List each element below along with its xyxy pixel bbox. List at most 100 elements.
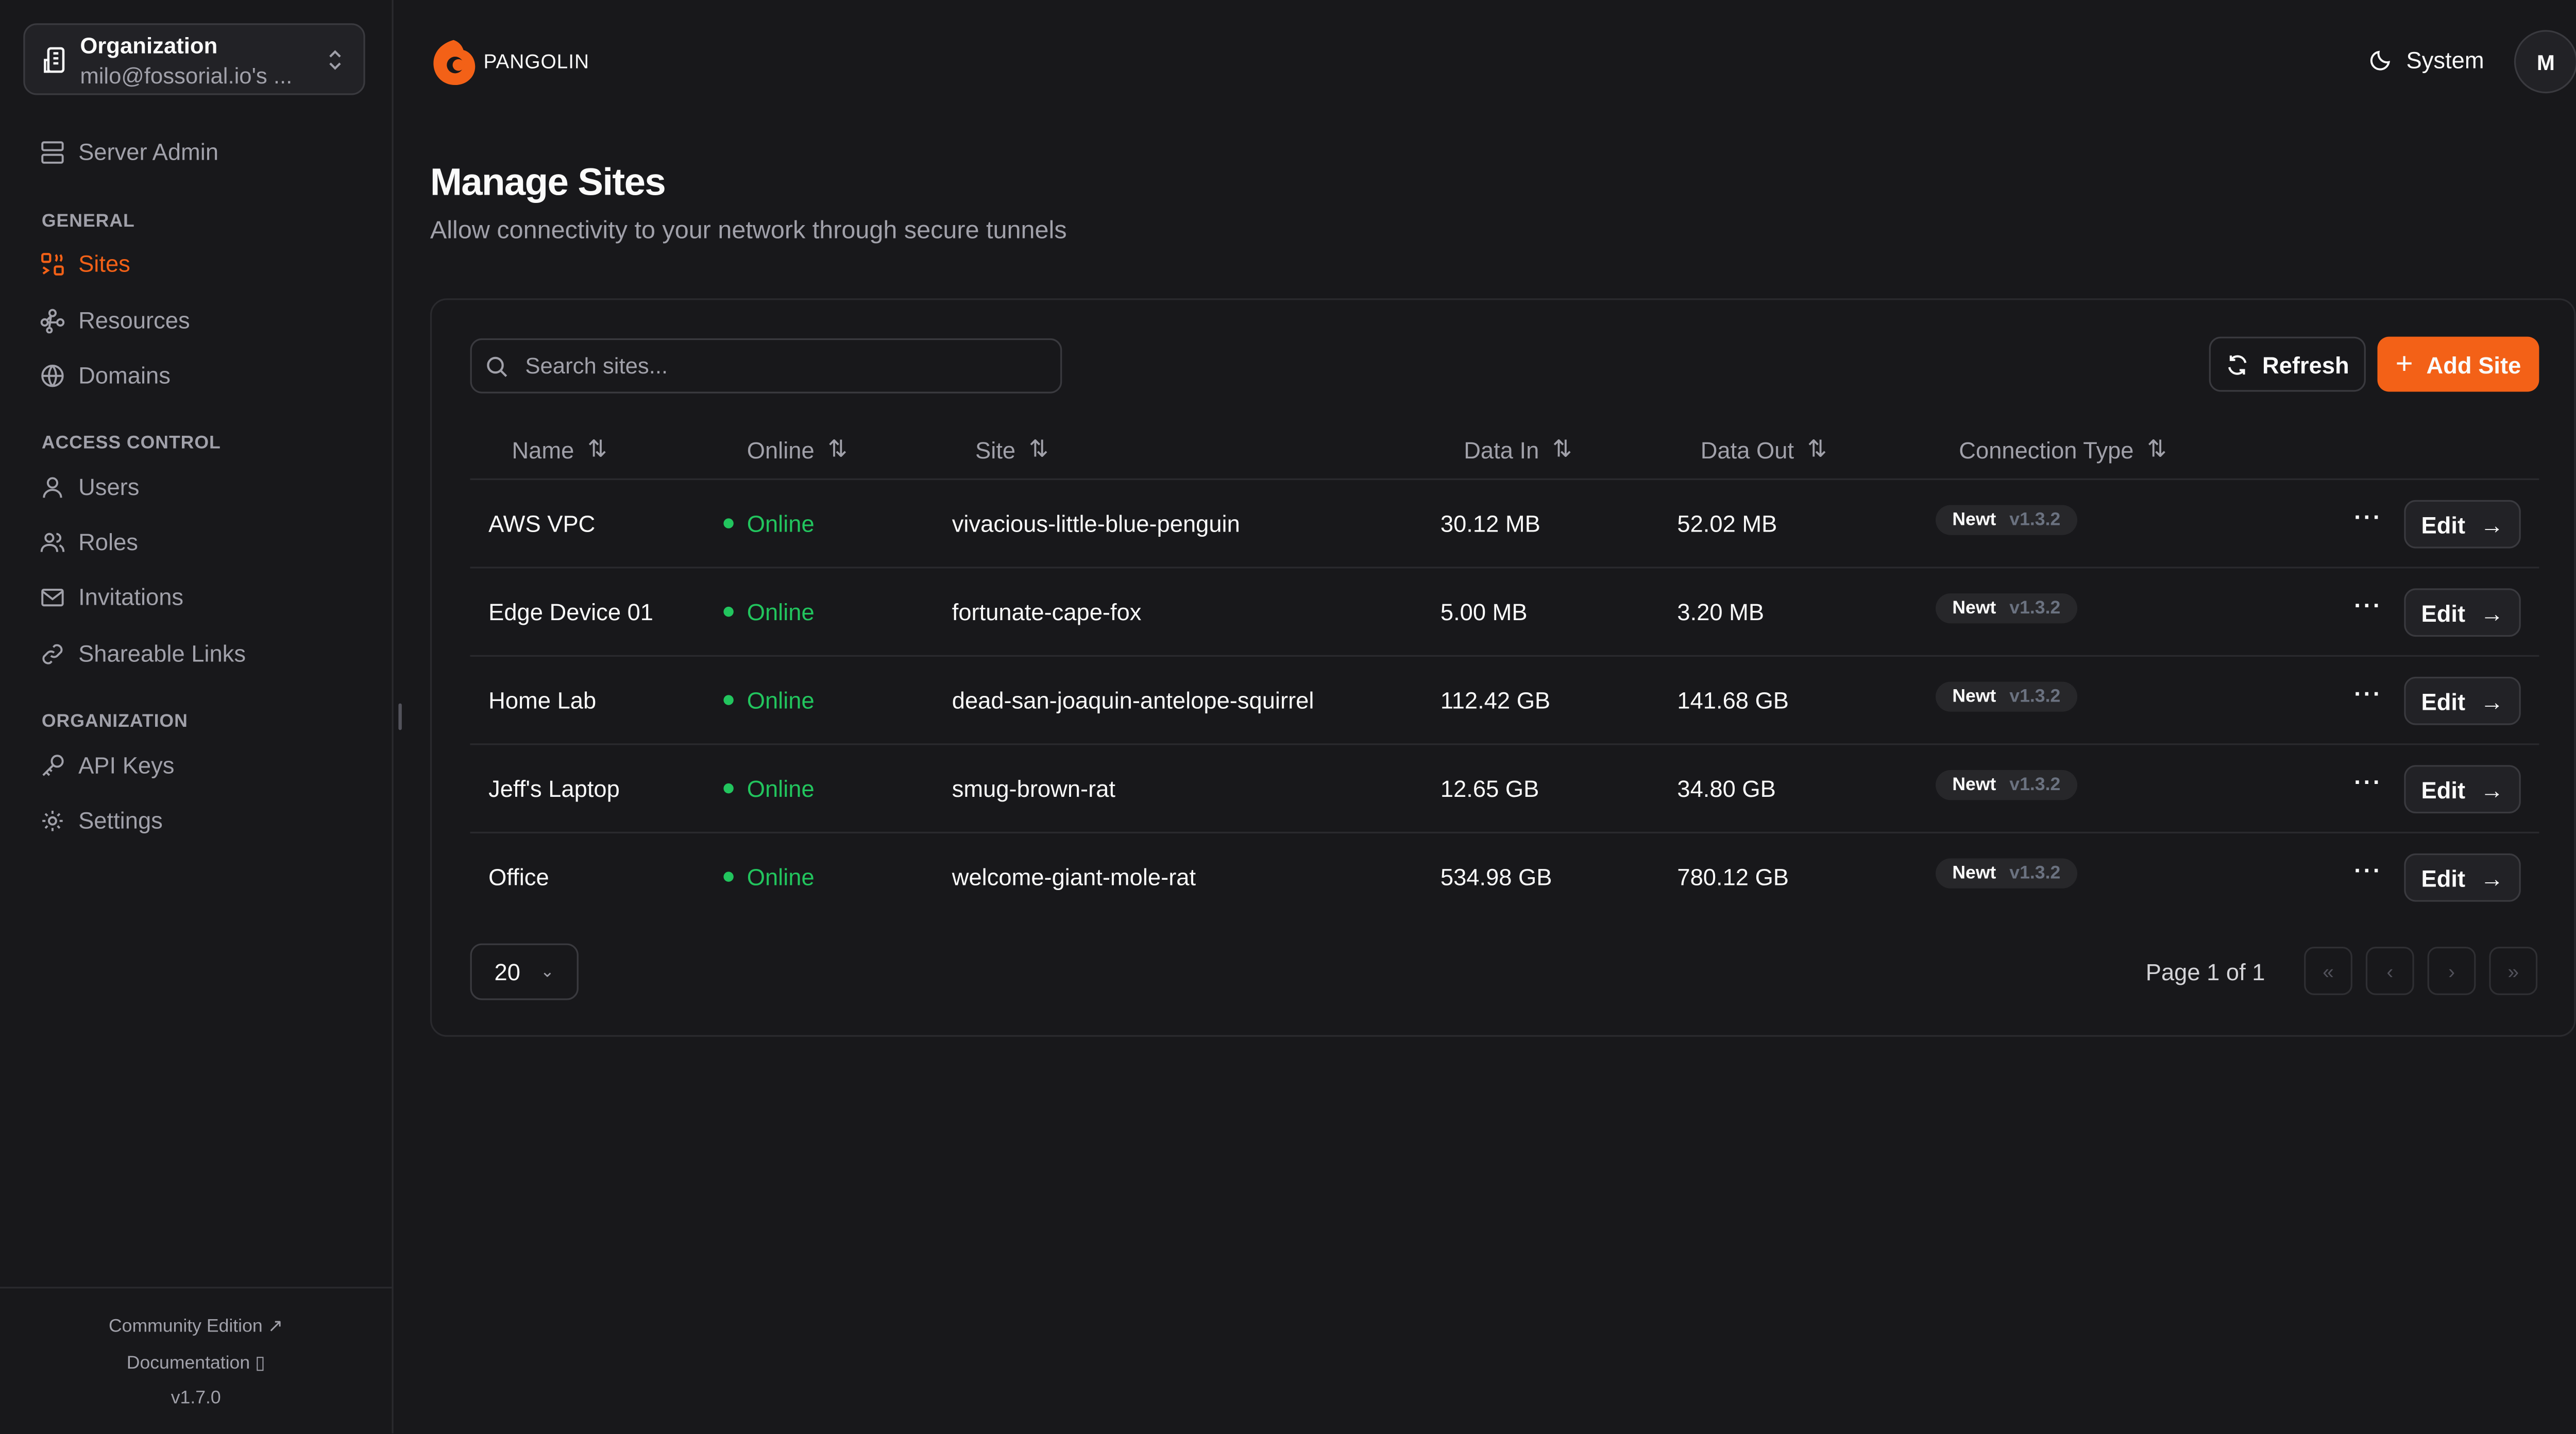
sidebar-item-roles[interactable]: Roles <box>40 528 138 555</box>
arrow-right-icon: → <box>2480 510 2504 538</box>
column-header-data-in[interactable]: Data In ⇅ <box>1464 435 1572 464</box>
chevrons-right-icon: » <box>2507 959 2519 983</box>
resources-icon <box>40 308 65 333</box>
sort-icon: ⇅ <box>2147 435 2167 462</box>
table-row: Home Lab Online dead-san-joaquin-antelop… <box>470 657 2539 743</box>
last-page-button[interactable]: » <box>2489 947 2538 995</box>
row-divider <box>470 831 2539 833</box>
edit-button[interactable]: Edit → <box>2404 765 2521 814</box>
sidebar-item-users[interactable]: Users <box>40 473 139 500</box>
connection-type: Newt <box>1952 687 1996 707</box>
chevrons-left-icon: « <box>2323 959 2334 983</box>
section-access-control: ACCESS CONTROL <box>41 433 221 454</box>
sites-icon <box>41 252 64 275</box>
sidebar-resize-handle[interactable] <box>398 703 402 730</box>
connection-type: Newt <box>1952 863 1996 884</box>
online-status: Online <box>723 599 815 625</box>
sidebar-item-label: Server Admin <box>78 138 219 165</box>
data-out: 52.02 MB <box>1677 510 1777 537</box>
status-dot <box>723 519 734 529</box>
key-icon <box>42 754 64 775</box>
edit-label: Edit <box>2421 864 2466 891</box>
arrow-right-icon: → <box>2480 687 2504 714</box>
sort-icon: ⇅ <box>587 435 607 462</box>
connection-version: v1.3.2 <box>2009 510 2061 531</box>
edit-label: Edit <box>2421 776 2466 803</box>
column-header-data-out[interactable]: Data Out ⇅ <box>1701 435 1827 464</box>
add-site-button[interactable]: + Add Site <box>2377 336 2539 392</box>
sidebar-item-domains[interactable]: Domains <box>40 362 171 388</box>
site-identifier: welcome-giant-mole-rat <box>952 863 1196 891</box>
page-size-select[interactable]: 20 ⌄ <box>470 943 579 1000</box>
more-actions-button[interactable]: ··· <box>2354 503 2383 531</box>
page-subtitle: Allow connectivity to your network throu… <box>430 216 1067 245</box>
online-status: Online <box>723 775 815 802</box>
column-header-site[interactable]: Site ⇅ <box>975 435 1048 464</box>
sidebar-item-label: Resources <box>78 306 190 334</box>
status-dot <box>723 783 734 794</box>
more-actions-button[interactable]: ··· <box>2354 857 2383 884</box>
more-actions-button[interactable]: ··· <box>2354 680 2383 707</box>
status-label: Online <box>747 687 815 714</box>
page-info: Page 1 of 1 <box>2145 958 2265 985</box>
row-divider <box>470 478 2539 480</box>
sidebar-footer: Community Edition ↗ Documentation ▯ v1.7… <box>0 1287 392 1434</box>
column-label: Online <box>747 436 815 463</box>
refresh-button[interactable]: Refresh <box>2209 336 2366 392</box>
column-header-online[interactable]: Online ⇅ <box>747 435 848 464</box>
data-out: 34.80 GB <box>1677 775 1776 802</box>
edit-button[interactable]: Edit → <box>2404 676 2521 725</box>
sidebar-item-settings[interactable]: Settings <box>40 807 163 833</box>
connection-type-badge: Newt v1.3.2 <box>1935 593 2077 624</box>
prev-page-button[interactable]: ‹ <box>2365 947 2414 995</box>
users-icon <box>40 532 65 552</box>
more-actions-button[interactable]: ··· <box>2354 591 2383 619</box>
sidebar-item-invitations[interactable]: Invitations <box>40 584 183 610</box>
edit-label: Edit <box>2421 599 2466 626</box>
more-actions-button[interactable]: ··· <box>2354 768 2383 795</box>
plus-icon: + <box>2395 347 2413 380</box>
next-page-button[interactable]: › <box>2427 947 2476 995</box>
logo[interactable]: PANGOLIN <box>430 37 589 87</box>
search-input[interactable] <box>521 351 1029 380</box>
org-switcher[interactable]: Organization milo@fossorial.io's ... <box>23 23 365 95</box>
theme-toggle[interactable]: System <box>2369 46 2484 74</box>
site-name: Edge Device 01 <box>488 598 654 625</box>
edit-button[interactable]: Edit → <box>2404 588 2521 637</box>
sidebar-item-server-admin[interactable]: Server Admin <box>40 139 218 165</box>
sort-icon: ⇅ <box>1552 435 1572 462</box>
sidebar-item-resources[interactable]: Resources <box>40 306 190 333</box>
table-row: AWS VPC Online vivacious-little-blue-pen… <box>470 480 2539 567</box>
book-icon: ▯ <box>255 1353 265 1374</box>
documentation-link[interactable]: Documentation ▯ <box>0 1352 392 1374</box>
brand-name: PANGOLIN <box>483 50 590 74</box>
community-edition-link[interactable]: Community Edition ↗ <box>0 1315 392 1337</box>
status-dot <box>723 607 734 618</box>
edition-label: Community Edition <box>108 1317 263 1337</box>
sort-icon: ⇅ <box>827 435 848 462</box>
sidebar: Organization milo@fossorial.io's ... Ser… <box>0 0 394 1433</box>
theme-label: System <box>2406 46 2484 74</box>
column-header-name[interactable]: Name ⇅ <box>512 435 607 464</box>
edit-button[interactable]: Edit → <box>2404 853 2521 902</box>
sidebar-item-label: Invitations <box>78 583 184 610</box>
moon-icon <box>2370 50 2391 71</box>
add-site-label: Add Site <box>2426 351 2521 378</box>
column-label: Site <box>975 436 1016 463</box>
avatar[interactable]: M <box>2514 30 2576 94</box>
status-label: Online <box>747 510 815 537</box>
sidebar-item-api-keys[interactable]: API Keys <box>40 752 174 778</box>
main: PANGOLIN System M Manage Sites Allow con… <box>394 0 2576 1433</box>
data-in: 5.00 MB <box>1440 598 1528 625</box>
edit-button[interactable]: Edit → <box>2404 500 2521 549</box>
first-page-button[interactable]: « <box>2304 947 2352 995</box>
column-header-connection-type[interactable]: Connection Type ⇅ <box>1959 435 2166 464</box>
connection-type-badge: Newt v1.3.2 <box>1935 858 2077 889</box>
sidebar-item-sites[interactable]: Sites <box>40 250 130 277</box>
data-out: 141.68 GB <box>1677 687 1789 714</box>
sidebar-item-shareable-links[interactable]: Shareable Links <box>40 640 246 667</box>
row-divider <box>470 567 2539 569</box>
link-icon <box>42 643 63 664</box>
mail-icon <box>41 588 64 606</box>
search-field[interactable] <box>470 338 1062 394</box>
